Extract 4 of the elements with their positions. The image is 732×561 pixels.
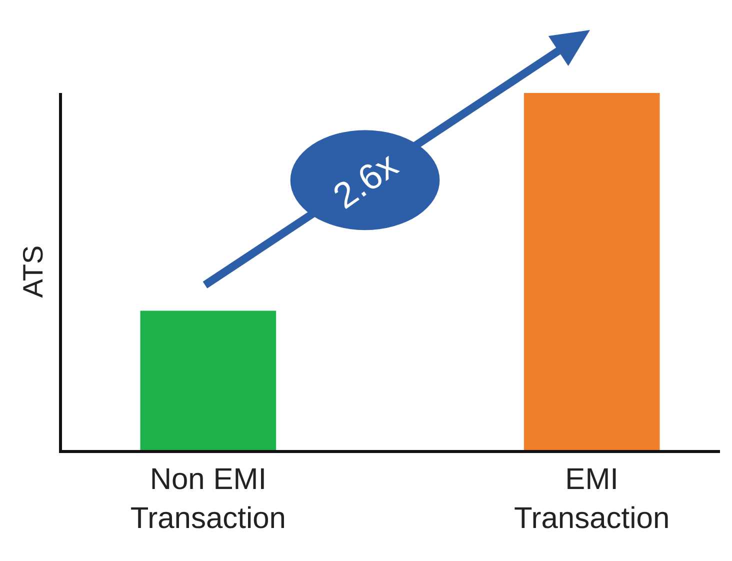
x-tick-label: EMI Transaction xyxy=(514,463,670,535)
annotation: 2.6x xyxy=(326,144,405,217)
y-axis-title: ATS xyxy=(18,245,49,298)
x-tick-label: Non EMI Transaction xyxy=(130,463,286,535)
